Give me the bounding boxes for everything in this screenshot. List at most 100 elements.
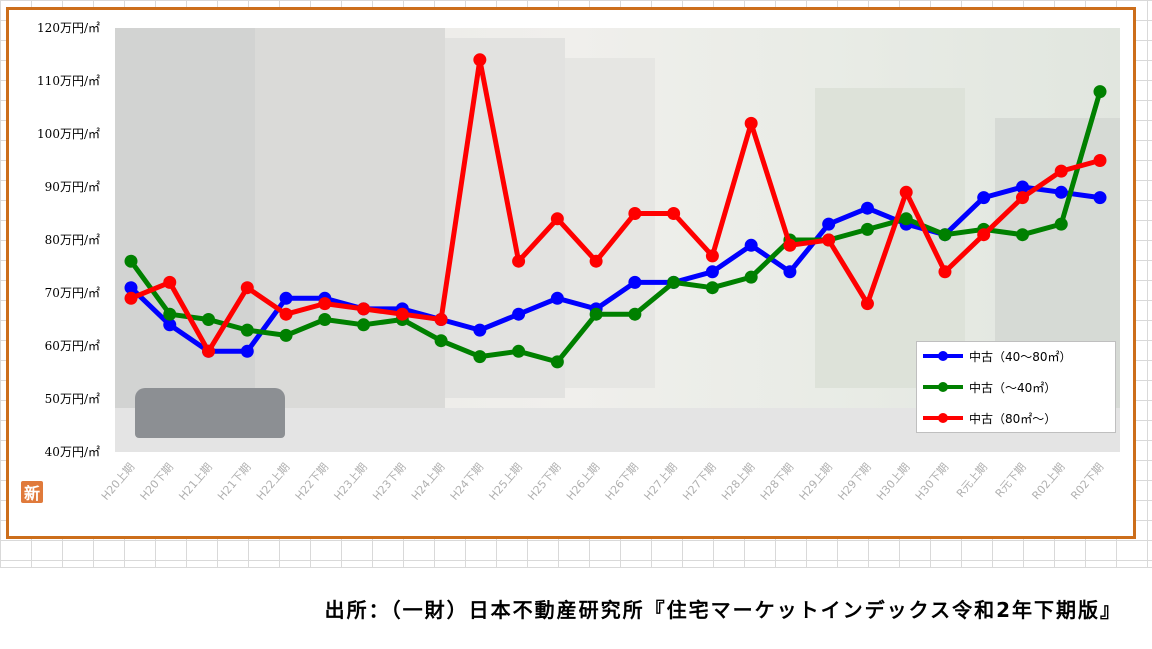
data-point [938, 228, 952, 242]
data-point [1093, 85, 1107, 99]
x-tick-label: H26下期 [603, 461, 641, 503]
y-tick-label: 40万円/㎡ [45, 445, 100, 459]
line-chart: 40万円/㎡ 50万円/㎡ 60万円/㎡ 70万円/㎡ 80万円/㎡ 90万円/㎡ 100万… [37, 21, 1107, 503]
data-point [1015, 191, 1029, 205]
data-point [628, 275, 642, 289]
data-point [550, 212, 564, 226]
data-point [744, 238, 758, 252]
x-tick-label: R02上期 [1030, 461, 1068, 503]
data-point [240, 323, 254, 337]
x-tick-label: R02下期 [1068, 461, 1106, 503]
data-point [124, 281, 138, 295]
data-point [318, 313, 332, 326]
data-point [434, 313, 448, 326]
data-point [1015, 228, 1029, 242]
y-tick-label: 70万円/㎡ [45, 286, 100, 300]
x-tick-label: H26上期 [564, 461, 602, 503]
data-point [279, 328, 293, 342]
legend-swatch-green [923, 382, 963, 392]
data-point [512, 307, 526, 321]
data-point [279, 307, 293, 321]
data-point [899, 185, 913, 199]
y-tick-label: 110万円/㎡ [37, 74, 100, 88]
x-tick-label: H28下期 [758, 461, 796, 503]
x-tick-label: H27下期 [680, 461, 718, 503]
x-tick-label: H24下期 [448, 461, 486, 503]
data-point [240, 281, 254, 295]
data-point [550, 291, 564, 305]
legend: 中古（40～80㎡） 中古（～40㎡） 中古（80㎡～） [916, 341, 1116, 433]
data-point [977, 228, 991, 242]
y-tick-label: 100万円/㎡ [37, 127, 100, 141]
data-point [628, 207, 642, 220]
data-point [822, 217, 836, 231]
y-tick-label: 80万円/㎡ [45, 233, 100, 247]
data-point [163, 307, 177, 321]
data-point [705, 249, 719, 263]
data-point [589, 307, 603, 321]
data-point [822, 233, 836, 247]
data-point [473, 323, 487, 337]
x-tick-label: H30上期 [874, 461, 912, 503]
data-point [357, 302, 371, 316]
series-line-2 [128, 57, 1103, 354]
data-point [1015, 180, 1029, 194]
data-point [860, 222, 874, 236]
data-point [202, 344, 216, 358]
data-point [512, 344, 526, 358]
x-tick-label: H21上期 [176, 461, 214, 503]
x-tick-label: H25上期 [486, 461, 524, 503]
y-tick-label: 120万円/㎡ [37, 21, 100, 35]
x-tick-label: H25下期 [525, 461, 563, 503]
data-point [550, 355, 564, 369]
series-line-0 [128, 184, 1103, 354]
data-point [860, 297, 874, 311]
data-point [628, 307, 642, 321]
data-point [473, 350, 487, 364]
data-point [473, 53, 487, 67]
source-caption: 出所：（一財）日本不動産研究所『住宅マーケットインデックス令和2年下期版』 [324, 598, 1122, 622]
series-lines [124, 53, 1107, 369]
data-point [938, 265, 952, 279]
source-row: 出所：（一財）日本不動産研究所『住宅マーケットインデックス令和2年下期版』 [0, 567, 1152, 649]
data-point [279, 291, 293, 305]
x-tick-label: H29下期 [835, 461, 873, 503]
y-tick-label: 50万円/㎡ [45, 392, 100, 406]
data-point [163, 318, 177, 332]
legend-swatch-blue [923, 351, 963, 361]
data-point [860, 201, 874, 215]
data-point [783, 265, 797, 279]
legend-item-large: 中古（80㎡～） [923, 408, 1056, 428]
x-tick-label: H20下期 [138, 461, 176, 503]
data-point [240, 344, 254, 358]
data-point [395, 307, 409, 321]
new-badge-icon: 新 [21, 481, 43, 503]
x-tick-label: R元上期 [954, 461, 990, 501]
legend-swatch-red [923, 413, 963, 423]
x-tick-label: H29上期 [797, 461, 835, 503]
data-point [512, 254, 526, 268]
data-point [667, 207, 681, 220]
x-tick-label: H30下期 [913, 461, 951, 503]
data-point [202, 313, 216, 326]
y-axis: 40万円/㎡ 50万円/㎡ 60万円/㎡ 70万円/㎡ 80万円/㎡ 90万円/㎡ 100万… [37, 21, 100, 459]
x-tick-label: R元下期 [993, 461, 1029, 501]
data-point [899, 212, 913, 226]
x-tick-label: H27上期 [642, 461, 680, 503]
data-point [589, 254, 603, 268]
data-point [318, 297, 332, 311]
legend-label: 中古（80㎡～） [969, 411, 1057, 426]
x-tick-label: H23下期 [370, 461, 408, 503]
data-point [783, 238, 797, 252]
x-tick-label: H21下期 [215, 461, 253, 503]
data-point [434, 334, 448, 348]
legend-label: 中古（～40㎡） [969, 380, 1057, 395]
x-tick-label: H24上期 [409, 461, 447, 503]
series-line-1 [128, 89, 1103, 365]
data-point [744, 116, 758, 130]
data-point [705, 265, 719, 279]
data-point [1093, 154, 1107, 167]
legend-item-small: 中古（～40㎡） [923, 377, 1056, 397]
y-tick-label: 60万円/㎡ [45, 339, 100, 353]
x-tick-label: H22下期 [293, 461, 331, 503]
